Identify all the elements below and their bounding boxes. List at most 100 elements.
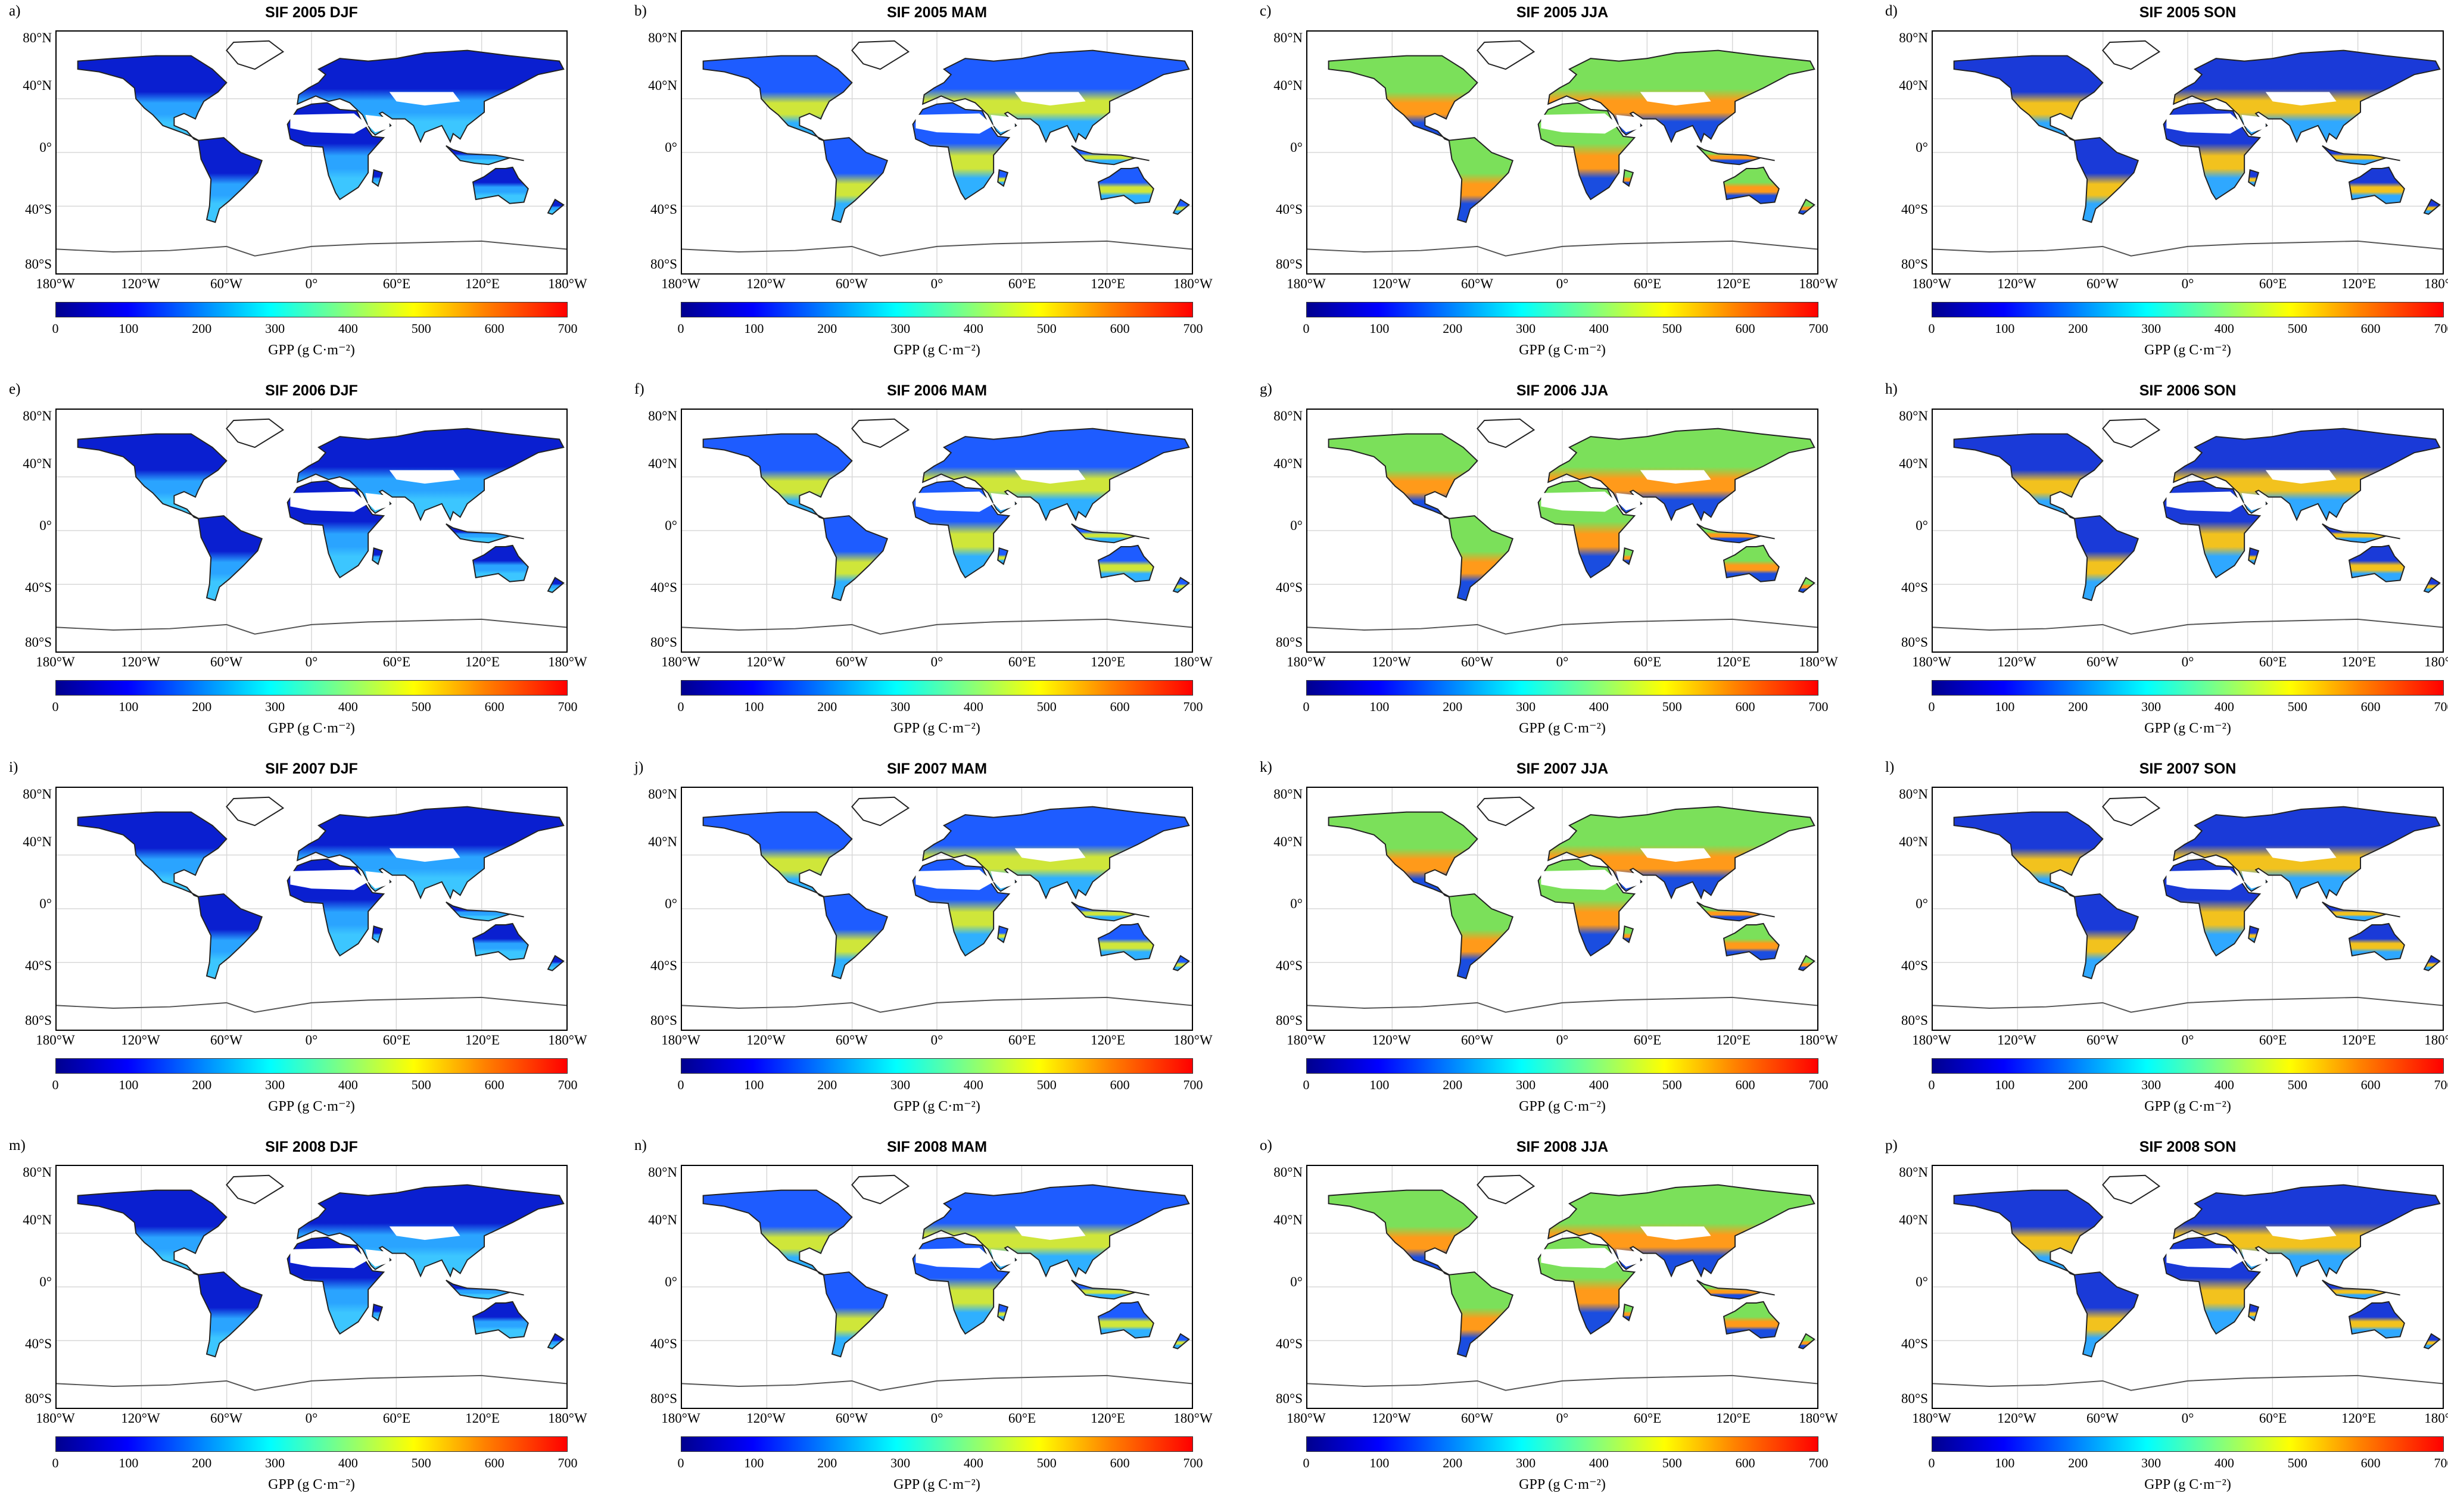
colorbar-tick-label: 0	[677, 321, 684, 336]
longitude-tick-label: 60°E	[1633, 1033, 1662, 1048]
longitude-tick-label: 0°	[930, 1033, 943, 1048]
colorbar-label: GPP (g C·m⁻²)	[2144, 721, 2231, 736]
colorbar-tick-label: 600	[1735, 699, 1755, 714]
longitude-tick-label: 180°W	[36, 1411, 75, 1426]
longitude-tick-label: 180°W	[1799, 1411, 1838, 1426]
gpp-land-southAmerica	[823, 1271, 889, 1358]
longitude-tick-label: 180°W	[36, 276, 75, 291]
gpp-land-madagascar	[372, 547, 384, 565]
colorbar-tick-label: 100	[744, 1455, 764, 1470]
longitude-tick-label: 120°W	[121, 276, 160, 291]
latitude-tick-label: 40°N	[648, 1212, 677, 1227]
longitude-tick-label: 180°W	[1287, 1411, 1326, 1426]
greenland-outline	[851, 40, 910, 70]
colorbar-tick-label: 0	[52, 1455, 59, 1470]
gpp-land-northAmerica	[702, 433, 853, 520]
sahara-nodata	[1541, 1248, 1619, 1268]
latitude-tick-label: 80°N	[1273, 409, 1303, 423]
gpp-land-australia	[2348, 1301, 2405, 1339]
arabia-nodata	[991, 1249, 1015, 1267]
longitude-tick-label: 0°	[2181, 1411, 2194, 1426]
latitude-tick-label: 40°N	[23, 1212, 52, 1227]
arabia-nodata	[2241, 871, 2266, 889]
longitude-tick-label: 120°E	[2341, 276, 2376, 291]
latitude-tick-label: 80°N	[648, 30, 677, 45]
longitude-tick-label: 120°W	[121, 654, 160, 669]
colorbar-label: GPP (g C·m⁻²)	[1519, 1477, 1606, 1492]
colorbar-tick-label: 100	[744, 1077, 764, 1092]
latitude-tick-label: 40°N	[1273, 78, 1303, 93]
latitude-tick-label: 80°S	[1276, 1391, 1303, 1406]
latitude-tick-label: 80°N	[23, 1165, 52, 1180]
latitude-tick-label: 0°	[1290, 518, 1303, 533]
longitude-tick-label: 120°E	[465, 1411, 500, 1426]
arabia-nodata	[1616, 114, 1640, 133]
sahara-nodata	[1541, 491, 1619, 512]
gpp-land-indonesia	[446, 523, 524, 544]
longitude-tick-label: 0°	[305, 654, 318, 669]
colorbar-tick-label: 700	[2434, 1077, 2448, 1092]
panel-title: SIF 2008 MAM	[886, 1139, 988, 1155]
colorbar-tick-label: 0	[1303, 1455, 1310, 1470]
map-panel: f) SIF 2006 MAM 80°N 40°N 0° 40°S 80°S 180°W 12…	[628, 381, 1213, 738]
longitude-tick-label: 120°W	[1997, 1411, 2036, 1426]
gpp-land-newZealand	[1798, 576, 1815, 593]
colorbar-label: GPP (g C·m⁻²)	[2144, 342, 2231, 358]
colorbar-tick-label: 400	[2214, 1077, 2234, 1092]
longitude-tick-label: 60°W	[210, 1411, 242, 1426]
colorbar	[1306, 1058, 1818, 1074]
latitude-tick-label: 40°S	[650, 580, 677, 595]
longitude-tick-label: 120°E	[2341, 654, 2376, 669]
longitude-tick-label: 60°E	[382, 276, 411, 291]
colorbar-tick-label: 400	[1589, 321, 1609, 336]
latitude-tick-label: 80°S	[25, 257, 52, 272]
antarctica-coast	[1307, 240, 1817, 257]
colorbar-tick-label: 100	[119, 321, 139, 336]
colorbar-tick-label: 0	[1928, 1077, 1935, 1092]
world-map	[55, 1165, 568, 1409]
colorbar-tick-label: 0	[677, 1455, 684, 1470]
sahara-nodata	[2166, 113, 2245, 134]
panel-title: SIF 2005 JJA	[1516, 4, 1609, 21]
panel-title: SIF 2006 DJF	[265, 382, 358, 399]
map-panel: o) SIF 2008 JJA 80°N 40°N 0° 40°S 80°S 180°W 12…	[1254, 1137, 1838, 1495]
colorbar-tick-label: 700	[1808, 321, 1829, 336]
longitude-tick-label: 180°W	[1912, 1411, 1951, 1426]
panel-title: SIF 2005 SON	[2139, 4, 2237, 21]
arabia-nodata	[991, 871, 1015, 889]
colorbar-label: GPP (g C·m⁻²)	[2144, 1477, 2231, 1492]
colorbar-label: GPP (g C·m⁻²)	[893, 1099, 980, 1114]
latitude-tick-label: 40°S	[1276, 202, 1303, 217]
gpp-land-madagascar	[1622, 925, 1634, 943]
latitude-tick-label: 40°N	[23, 456, 52, 471]
longitude-tick-label: 180°W	[1799, 654, 1838, 669]
world-map	[1932, 787, 2444, 1031]
gpp-land-northAmerica	[1953, 811, 2104, 899]
colorbar-tick-label: 0	[52, 699, 59, 714]
greenland-outline	[1477, 40, 1536, 70]
greenland-outline	[2102, 796, 2161, 827]
longitude-tick-label: 180°W	[1799, 1033, 1838, 1048]
gpp-land-newZealand	[1798, 1333, 1815, 1349]
colorbar-tick-label: 600	[2360, 1077, 2381, 1092]
colorbar-tick-label: 700	[2434, 321, 2448, 336]
arabia-nodata	[991, 492, 1015, 511]
longitude-tick-label: 120°E	[1716, 654, 1751, 669]
longitude-tick-label: 60°W	[210, 1033, 242, 1048]
longitude-tick-label: 60°E	[1008, 276, 1036, 291]
latitude-tick-label: 0°	[1916, 518, 1928, 533]
longitude-tick-label: 60°E	[1633, 1411, 1662, 1426]
colorbar-tick-label: 100	[119, 1455, 139, 1470]
longitude-tick-label: 180°W	[1912, 654, 1951, 669]
sahara-nodata	[2166, 869, 2245, 890]
colorbar-tick-label: 400	[963, 1077, 983, 1092]
colorbar-tick-label: 500	[411, 1077, 431, 1092]
gpp-land-newZealand	[1172, 576, 1190, 593]
colorbar-tick-label: 300	[265, 321, 285, 336]
colorbar	[55, 1058, 568, 1074]
longitude-tick-label: 120°W	[1372, 276, 1411, 291]
latitude-tick-label: 80°S	[1276, 635, 1303, 650]
gpp-land-northAmerica	[1328, 433, 1478, 520]
longitude-tick-label: 120°E	[465, 1033, 500, 1048]
longitude-tick-label: 180°W	[2424, 1411, 2448, 1426]
